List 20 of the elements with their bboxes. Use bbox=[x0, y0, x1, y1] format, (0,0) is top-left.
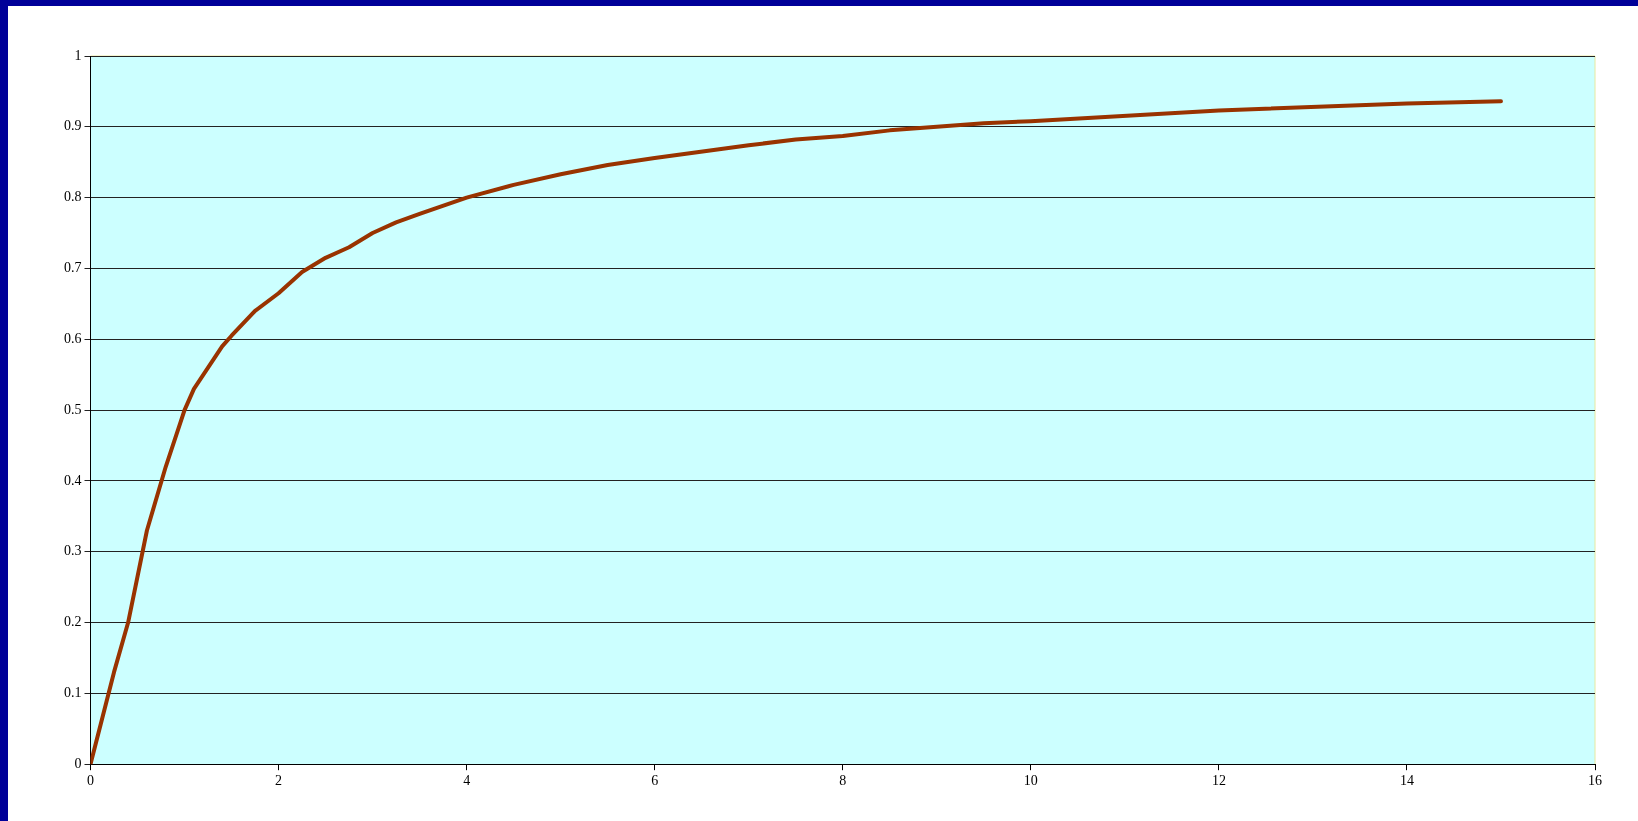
y-tick-label: 0.5 bbox=[64, 401, 82, 417]
y-tick-label: 0.3 bbox=[64, 543, 82, 559]
y-tick-label: 0.4 bbox=[64, 472, 82, 488]
x-tick-label: 8 bbox=[839, 773, 847, 789]
y-tick-label: 0.7 bbox=[64, 260, 82, 276]
x-tick-label: 4 bbox=[463, 773, 471, 789]
y-tick-label: 0.6 bbox=[64, 330, 82, 346]
y-tick-label: 0.2 bbox=[64, 614, 82, 630]
x-tick-label: 6 bbox=[651, 773, 659, 789]
x-tick-label: 14 bbox=[1399, 773, 1414, 789]
x-tick-label: 0 bbox=[87, 773, 94, 789]
y-tick-label: 0 bbox=[74, 755, 82, 771]
y-tick-label: 0.9 bbox=[64, 118, 82, 134]
y-tick-label: 0.1 bbox=[64, 685, 82, 701]
x-tick-label: 10 bbox=[1023, 773, 1038, 789]
x-tick-label: 16 bbox=[1588, 773, 1602, 789]
y-tick-label: 0.8 bbox=[64, 189, 82, 205]
y-tick-label: 1 bbox=[74, 47, 82, 63]
x-tick-label: 12 bbox=[1211, 773, 1226, 789]
x-tick-label: 2 bbox=[275, 773, 283, 789]
